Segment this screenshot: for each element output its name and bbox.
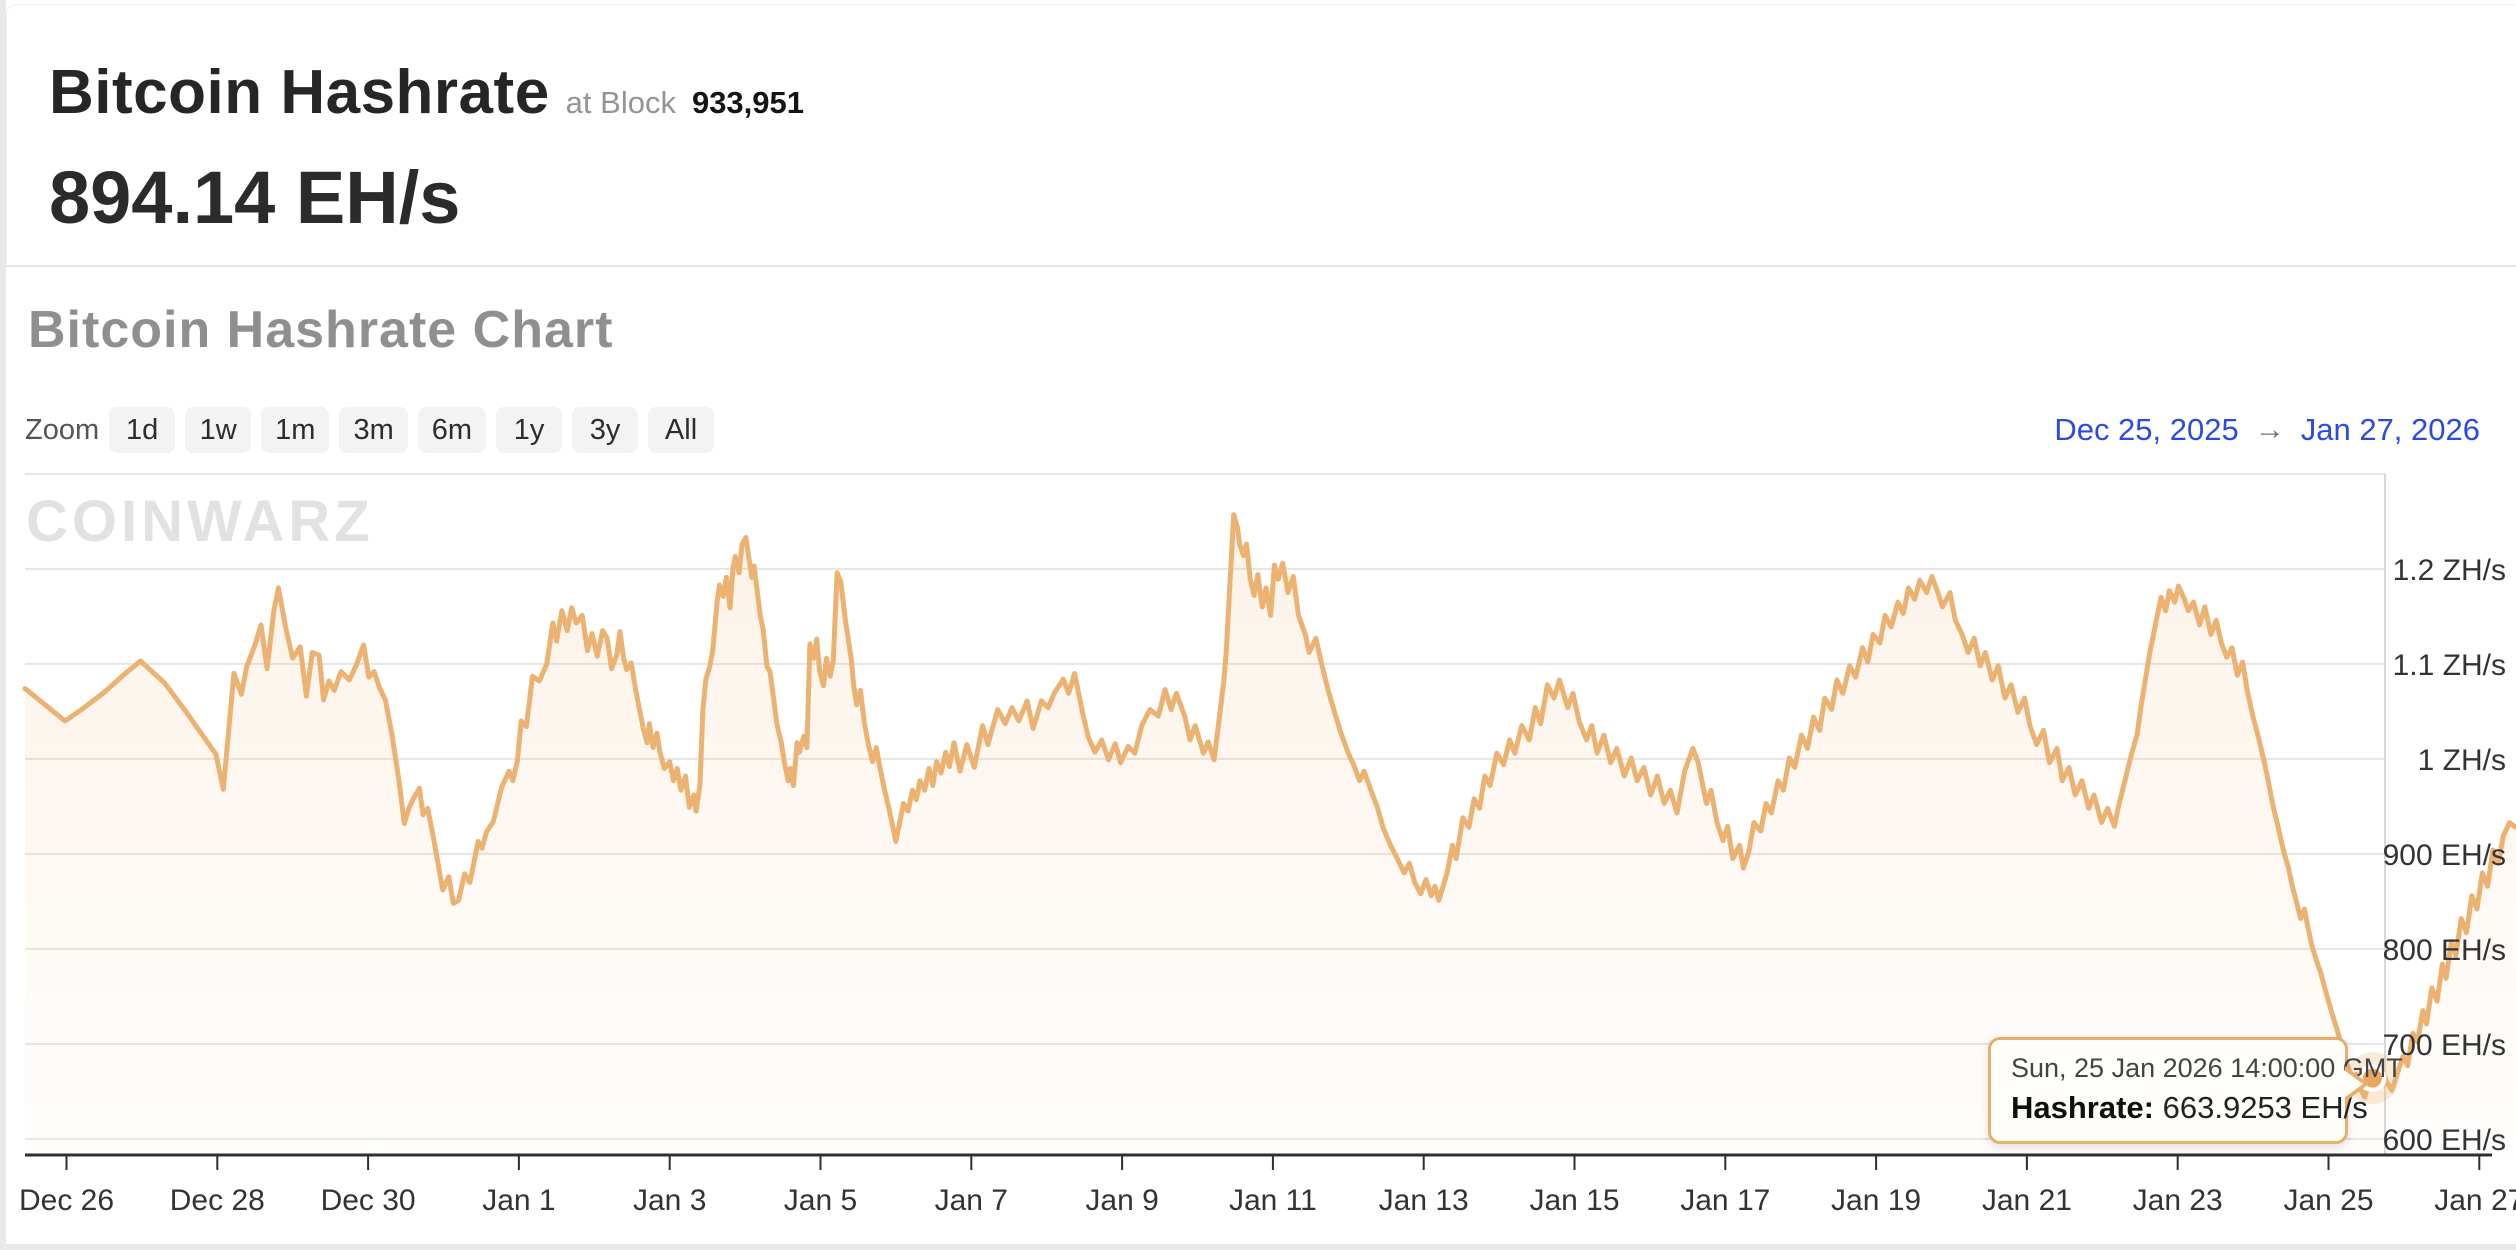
page-left-gutter: [0, 0, 6, 1250]
zoom-button-1d[interactable]: 1d: [109, 407, 176, 453]
hashrate-line-series[interactable]: [22, 512, 2516, 1100]
hashrate-chart[interactable]: CoinWarz Dec 26 Dec 28 Dec 30 Jan 1 Jan 3 Jan…: [0, 460, 2516, 1250]
tooltip-datetime: Sun, 25 Jan 2026 14:00:00 GMT: [2011, 1053, 2403, 1083]
x-axis-label: Jan 1: [482, 1184, 555, 1217]
zoom-button-3y[interactable]: 3y: [572, 407, 639, 453]
title-row: Bitcoin Hashrate at Block 933,951: [49, 57, 804, 128]
header-card: Bitcoin Hashrate at Block 933,951 894.14…: [6, 4, 2516, 267]
x-axis-label: Jan 13: [1379, 1184, 1469, 1217]
zoom-button-1y[interactable]: 1y: [496, 407, 563, 453]
range-end-date[interactable]: Jan 27, 2026: [2300, 412, 2480, 447]
tooltip-value-row: Hashrate: 663.9253 EH/s: [2011, 1090, 2368, 1126]
y-axis-label: 1.2 ZH/s: [2393, 554, 2506, 587]
range-arrow-icon: →: [2254, 413, 2285, 446]
chart-controls: Zoom 1d 1w 1m 3m 6m 1y 3y All Dec 25, 2025 → Ja…: [25, 406, 2480, 454]
hashrate-area-fill: [25, 514, 2516, 1155]
chart-section-heading: Bitcoin Hashrate Chart: [28, 301, 614, 359]
x-axis-label: Jan 17: [1680, 1184, 1770, 1217]
zoom-button-1m[interactable]: 1m: [261, 407, 330, 453]
x-axis-label: Jan 5: [784, 1184, 857, 1217]
x-axis-label: Dec 26: [19, 1184, 114, 1217]
page-bottom-strip: [0, 1244, 2516, 1250]
x-axis-label: Dec 30: [321, 1184, 416, 1217]
x-axis-label: Jan 7: [935, 1184, 1008, 1217]
date-range: Dec 25, 2025 → Jan 27, 2026: [2054, 412, 2480, 448]
x-axis-label: Jan 11: [1229, 1184, 1317, 1217]
x-axis-label: Jan 19: [1831, 1184, 1921, 1217]
hashrate-chart-svg[interactable]: Dec 26 Dec 28 Dec 30 Jan 1 Jan 3 Jan 5 Jan 7 Ja…: [0, 460, 2516, 1250]
y-axis-label: 700 EH/s: [2383, 1029, 2506, 1062]
x-axis-label: Dec 28: [170, 1184, 265, 1217]
zoom-button-all[interactable]: All: [648, 407, 715, 453]
zoom-label: Zoom: [25, 413, 100, 446]
zoom-button-6m[interactable]: 6m: [417, 407, 487, 453]
x-axis-label: Jan 3: [633, 1184, 706, 1217]
x-axis-label: Jan 23: [2133, 1184, 2223, 1217]
zoom-button-3m[interactable]: 3m: [339, 407, 408, 453]
block-label: at Block: [565, 85, 676, 120]
range-start-date[interactable]: Dec 25, 2025: [2054, 412, 2239, 447]
page-title: Bitcoin Hashrate: [49, 58, 550, 127]
tooltip-value: 663.9253 EH/s: [2162, 1090, 2368, 1125]
zoom-button-1w[interactable]: 1w: [185, 407, 252, 453]
x-axis-label: Jan 15: [1529, 1184, 1619, 1217]
x-axis-label: Jan 25: [2283, 1184, 2373, 1217]
x-axis-label: Jan 21: [1982, 1184, 2072, 1217]
y-axis-label: 1 ZH/s: [2418, 744, 2506, 777]
y-axis-label: 900 EH/s: [2383, 839, 2506, 872]
y-axis-label: 600 EH/s: [2383, 1124, 2506, 1157]
x-axis-label: Jan 27: [2434, 1184, 2516, 1217]
current-hashrate-value: 894.14 EH/s: [49, 156, 461, 239]
zoom-button-group: 1d 1w 1m 3m 6m 1y 3y All: [109, 407, 724, 453]
block-number: 933,951: [691, 85, 805, 120]
coinwarz-watermark-logo: CoinWarz: [26, 489, 374, 554]
y-axis-label: 800 EH/s: [2383, 934, 2506, 967]
y-axis-label: 1.1 ZH/s: [2393, 649, 2506, 682]
chart-tooltip: Sun, 25 Jan 2026 14:00:00 GMT Hashrate: …: [1988, 1037, 2403, 1144]
tooltip-series-label: Hashrate:: [2011, 1090, 2154, 1125]
x-axis-label: Jan 9: [1085, 1184, 1158, 1217]
